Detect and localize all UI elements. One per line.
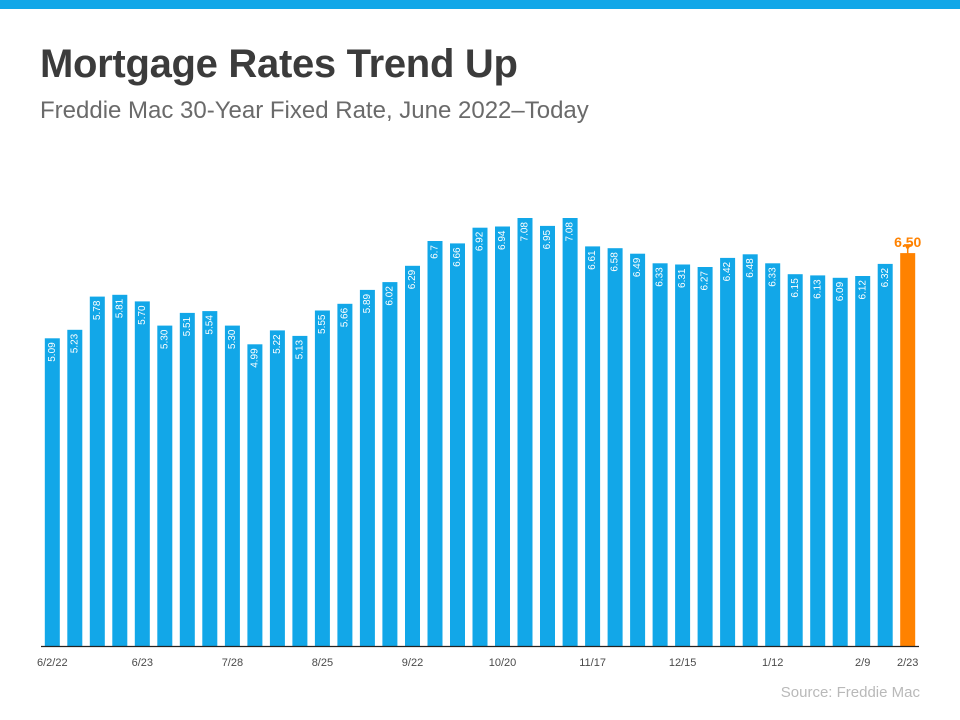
- bar-value-label: 6.29: [407, 269, 418, 289]
- x-tick-label: 11/17: [579, 657, 606, 669]
- bar-value-label: 6.49: [632, 257, 643, 277]
- bar: [720, 257, 736, 646]
- bar: [900, 253, 916, 646]
- bar: [630, 253, 646, 646]
- bar: [247, 344, 263, 646]
- x-tick-label: 10/20: [489, 657, 517, 669]
- bar-value-label: 7.08: [520, 222, 531, 242]
- bar-value-label: 7.08: [565, 222, 576, 242]
- bar: [675, 264, 691, 646]
- bar-value-label: 5.09: [47, 342, 58, 362]
- bar-value-label: 6.12: [857, 280, 868, 300]
- bar: [810, 275, 826, 646]
- bar-value-label: 6.7: [430, 245, 441, 259]
- x-tick-label: 7/28: [222, 657, 243, 669]
- bar-value-label: 5.30: [159, 329, 170, 349]
- bar-value-label: 6.02: [385, 286, 396, 306]
- bar: [314, 310, 330, 646]
- bar-value-label: 6.95: [542, 229, 553, 249]
- highlight-arrow-head: [903, 244, 912, 251]
- bar-value-label: 6.09: [835, 281, 846, 301]
- bar-value-label: 4.99: [250, 348, 261, 368]
- bar: [495, 226, 510, 646]
- page-subtitle: Freddie Mac 30-Year Fixed Rate, June 202…: [40, 97, 589, 124]
- bar: [787, 274, 803, 646]
- x-tick-label: 2/9: [855, 657, 870, 669]
- bar: [855, 276, 871, 646]
- bar: [202, 311, 218, 646]
- bar-value-label: 5.66: [340, 307, 351, 327]
- bar: [472, 227, 488, 646]
- x-tick-label: 6/2/22: [37, 657, 68, 669]
- bar-value-label: 5.23: [69, 333, 80, 353]
- x-tick-label: 6/23: [132, 657, 153, 669]
- bar: [562, 218, 578, 646]
- bar-value-label: 6.33: [767, 267, 778, 287]
- bar-value-label: 6.27: [700, 271, 711, 291]
- bar: [427, 241, 443, 646]
- bar: [292, 335, 308, 646]
- bar-value-label: 5.81: [114, 298, 125, 318]
- bar: [89, 296, 105, 646]
- bar-value-label: 6.13: [812, 279, 823, 299]
- bar: [765, 263, 781, 646]
- bar-value-label: 6.94: [497, 230, 508, 250]
- bar-value-label: 5.70: [137, 305, 148, 325]
- bar: [607, 248, 623, 646]
- page-title: Mortgage Rates Trend Up: [40, 42, 518, 86]
- bar-value-label: 6.32: [880, 267, 891, 287]
- bar: [382, 282, 398, 646]
- bar: [405, 265, 420, 646]
- bar: [585, 246, 601, 646]
- bar-value-label: 5.30: [227, 329, 238, 349]
- bar: [269, 330, 285, 646]
- bar-value-label: 6.31: [677, 268, 688, 288]
- bar: [337, 303, 353, 646]
- bar-value-label: 6.42: [722, 261, 733, 281]
- bar-value-label: 6.48: [745, 258, 756, 278]
- bar-value-label: 5.13: [295, 339, 306, 359]
- source-note: Source: Freddie Mac: [780, 684, 920, 701]
- bar: [179, 312, 195, 646]
- x-tick-label: 8/25: [312, 657, 333, 669]
- bar-value-label: 6.92: [475, 231, 486, 251]
- bar: [742, 254, 758, 647]
- bar: [67, 329, 83, 646]
- bar: [697, 267, 713, 646]
- bar-value-label: 6.15: [790, 278, 801, 298]
- bar: [517, 218, 533, 646]
- bar-value-label: 6.33: [655, 267, 666, 287]
- bar-value-label: 6.61: [587, 250, 598, 270]
- bar-value-label: 5.55: [317, 314, 328, 334]
- bar: [652, 263, 668, 646]
- bar: [157, 325, 173, 646]
- bar: [877, 263, 893, 646]
- bar-value-label: 5.54: [204, 315, 215, 335]
- bar: [224, 325, 240, 646]
- x-tick-label: 9/22: [402, 657, 423, 669]
- bar: [540, 225, 555, 646]
- bar-value-label: 5.78: [92, 300, 103, 320]
- bar-value-label: 6.66: [452, 247, 463, 267]
- bar-value-label: 6.58: [610, 252, 621, 272]
- bar-value-label: 5.51: [182, 316, 193, 336]
- bar: [359, 289, 375, 646]
- bar-value-label: 5.22: [272, 334, 283, 354]
- bar: [450, 243, 465, 646]
- highlight-value-label: 6.50: [894, 234, 921, 250]
- bar: [134, 301, 150, 646]
- x-tick-label: 1/12: [762, 657, 783, 669]
- bar: [44, 338, 60, 646]
- x-tick-label: 2/23: [897, 657, 918, 669]
- bar: [112, 294, 128, 646]
- bar: [832, 277, 848, 646]
- top-accent-bar: [0, 0, 960, 9]
- x-tick-label: 12/15: [669, 657, 697, 669]
- bar-value-label: 5.89: [362, 293, 373, 313]
